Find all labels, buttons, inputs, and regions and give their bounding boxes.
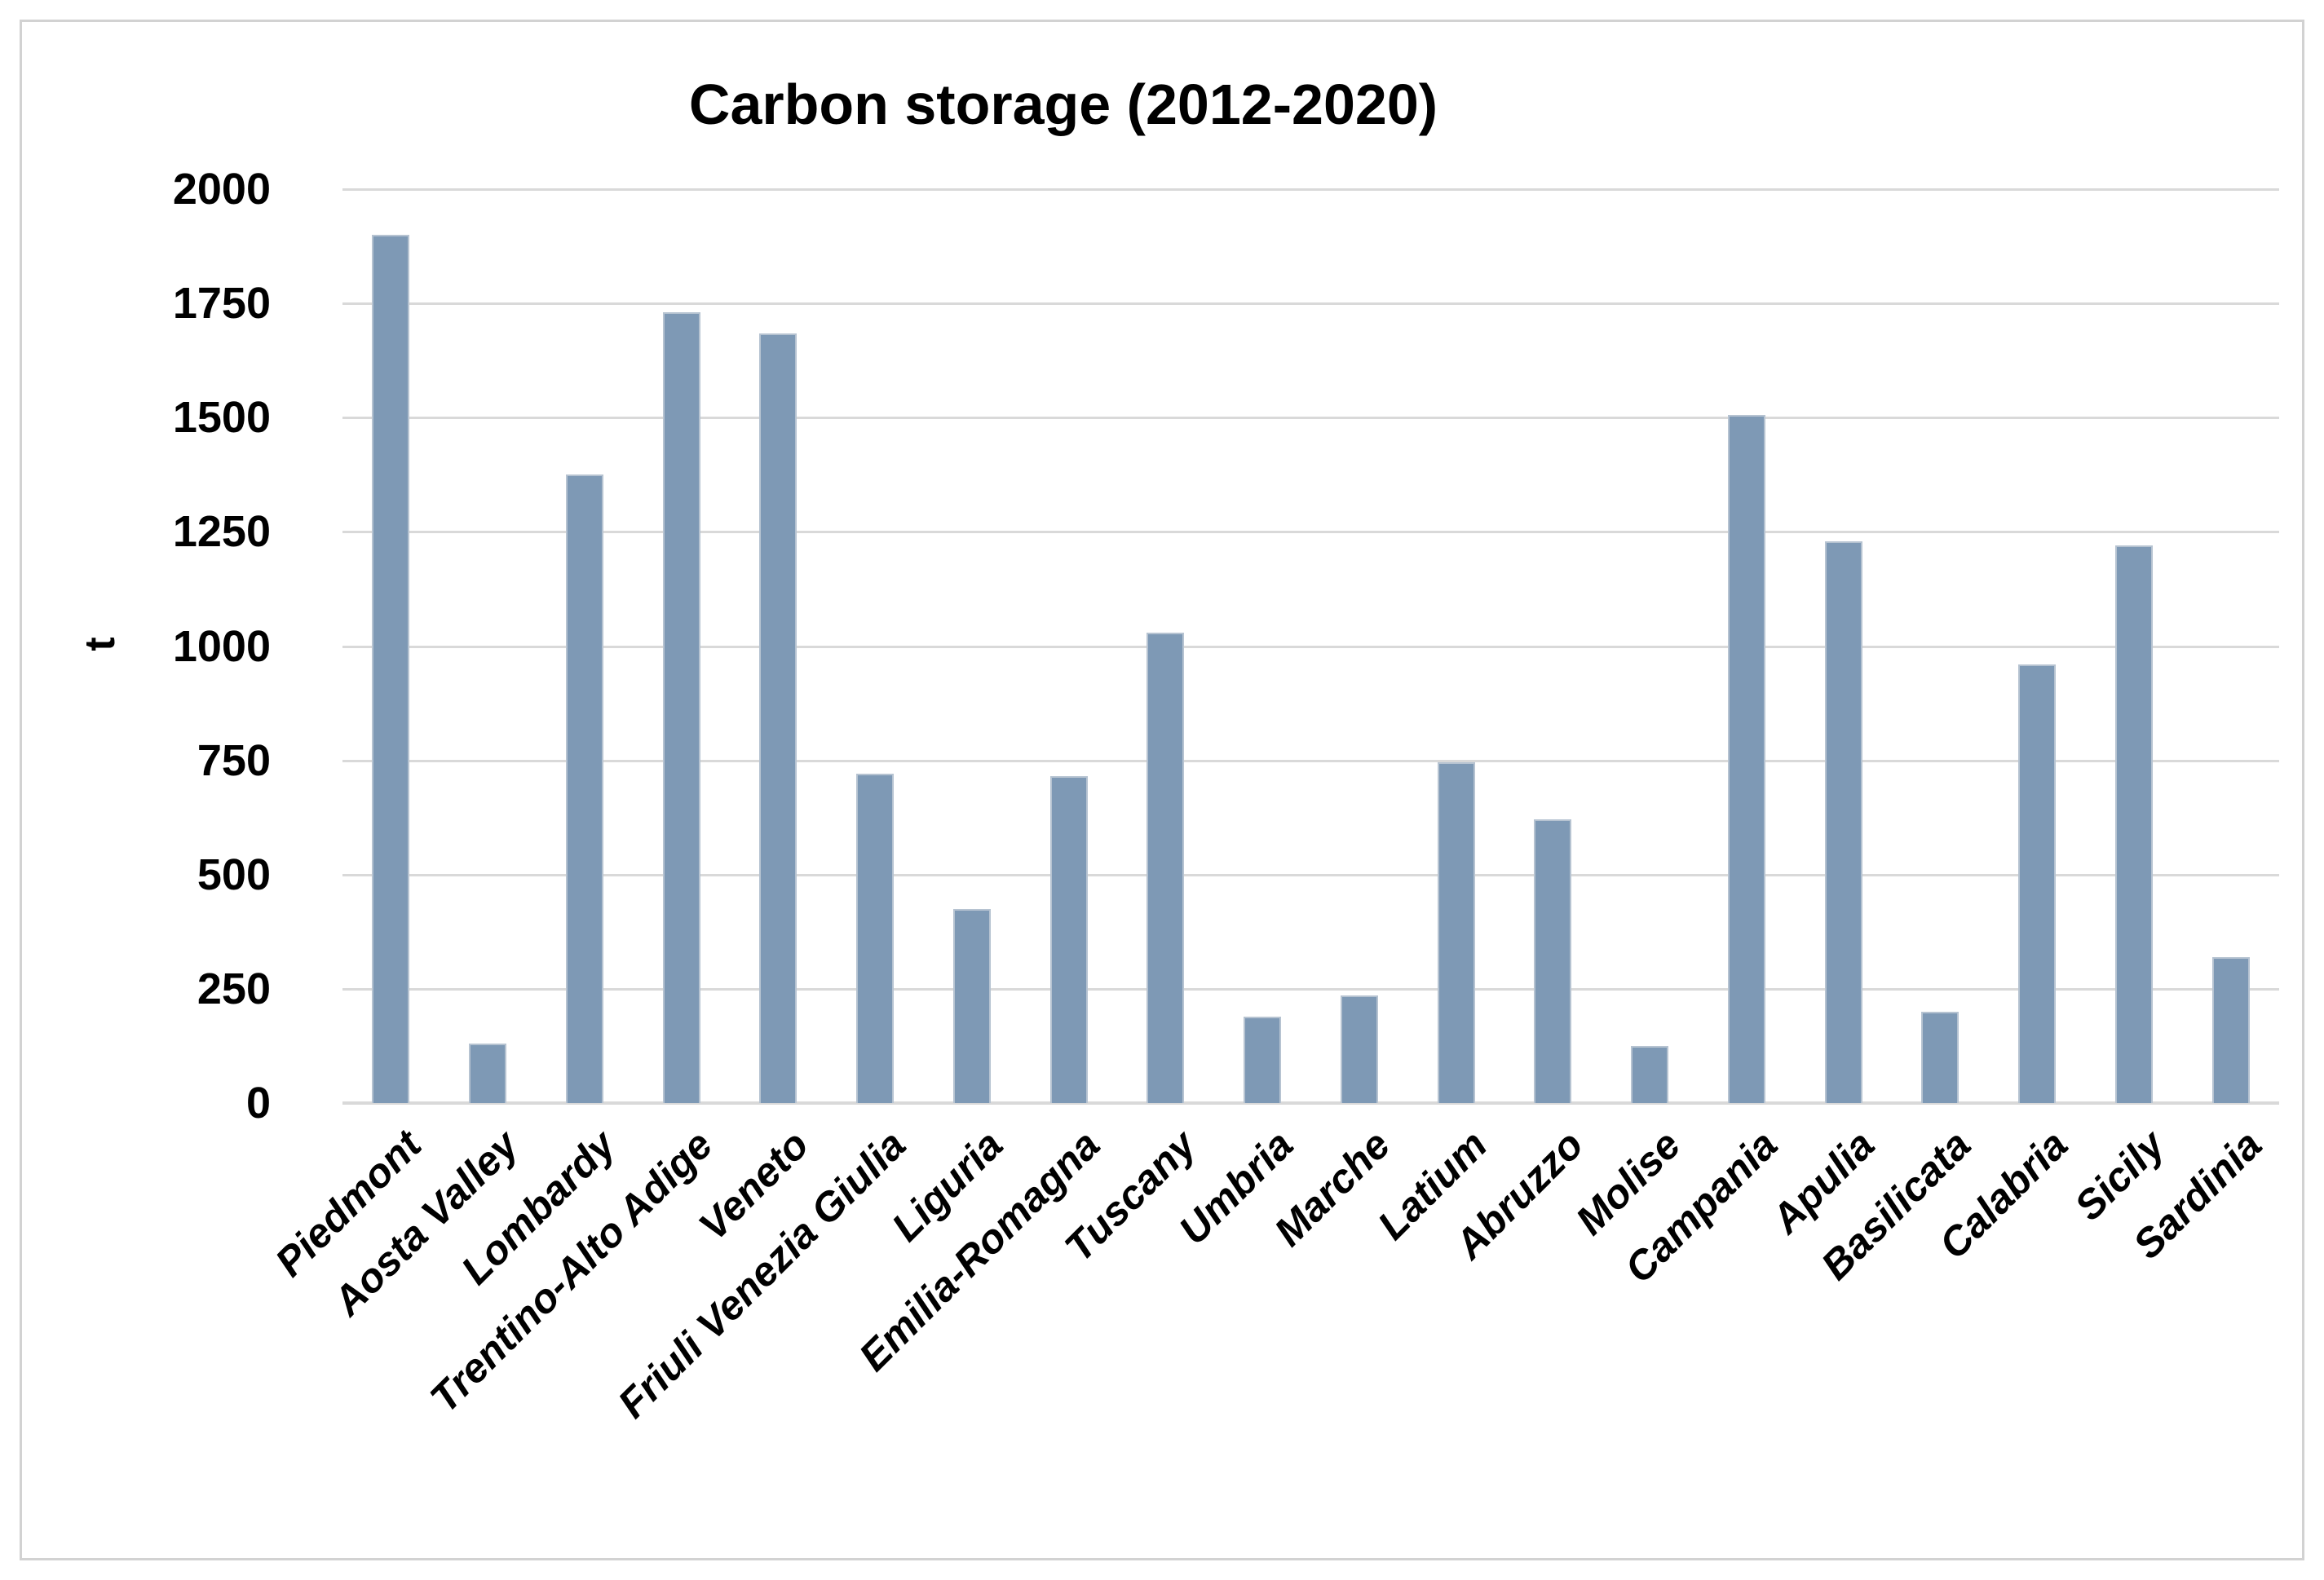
bar-marche (1341, 995, 1378, 1103)
y-tick-label-2000: 2000 (172, 165, 271, 214)
bar-campania (1728, 415, 1765, 1103)
bar-lombardy (566, 474, 603, 1103)
chart-title: Carbon storage (2012-2020) (688, 73, 1438, 136)
y-tick-label-750: 750 (197, 736, 271, 785)
y-tick-label-1750: 1750 (172, 279, 271, 328)
bar-abruzzo (1534, 819, 1571, 1103)
y-tick-label-0: 0 (245, 1079, 271, 1128)
bar-sicily (2115, 545, 2153, 1103)
bar-liguria (953, 909, 991, 1103)
gridline-2000 (342, 188, 2279, 191)
bar-piedmont (372, 235, 409, 1103)
gridline-1000 (342, 646, 2279, 648)
y-tick-label-1000: 1000 (172, 622, 271, 671)
y-tick-label-500: 500 (197, 850, 271, 899)
bar-aosta-valley (469, 1044, 506, 1103)
gridline-1250 (342, 531, 2279, 533)
gridline-1500 (342, 417, 2279, 419)
bar-friuli-venezia-giulia (856, 774, 894, 1103)
bar-molise (1631, 1046, 1668, 1103)
gridline-1750 (342, 302, 2279, 305)
y-tick-label-1500: 1500 (172, 393, 271, 442)
bar-latium (1438, 762, 1475, 1103)
bar-umbria (1244, 1017, 1281, 1103)
bar-trentino-alto-adige (663, 312, 700, 1103)
bar-calabria (2018, 664, 2056, 1103)
plot-area (342, 188, 2279, 1105)
bar-veneto (759, 333, 797, 1103)
gridline-0 (342, 1101, 2279, 1105)
y-axis-title: t (77, 637, 124, 651)
gridline-750 (342, 760, 2279, 762)
bar-tuscany (1147, 633, 1184, 1103)
y-tick-label-1250: 1250 (172, 507, 271, 556)
bar-sardinia (2212, 957, 2250, 1103)
bar-apulia (1825, 541, 1862, 1103)
gridline-250 (342, 988, 2279, 991)
bar-emilia-romagna (1050, 776, 1088, 1103)
y-tick-label-250: 250 (197, 964, 271, 1013)
bar-basilicata (1921, 1012, 1959, 1103)
gridline-500 (342, 874, 2279, 876)
